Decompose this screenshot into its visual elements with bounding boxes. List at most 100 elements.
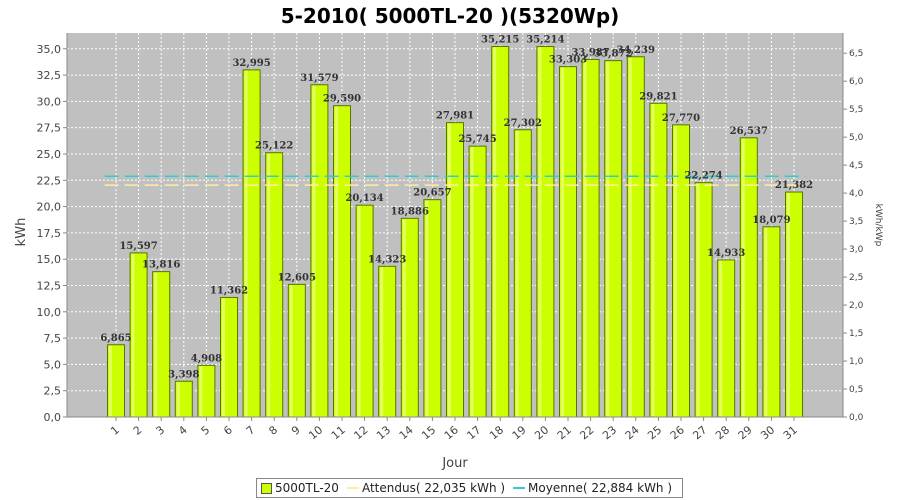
bar-highlight: [696, 183, 700, 416]
bar-highlight: [154, 272, 158, 416]
bar-highlight: [109, 345, 112, 416]
data-label-day-29: 26,537: [730, 126, 768, 137]
data-label-day-21: 33,303: [549, 55, 587, 66]
legend-label-series: 5000TL-20: [275, 481, 339, 495]
y2-tick-label: 4,0: [849, 189, 864, 199]
y2-tick-label: 2,0: [849, 301, 864, 311]
bar-highlight: [131, 253, 135, 416]
data-label-day-3: 13,816: [142, 260, 180, 271]
x-tick-label: 26: [668, 423, 687, 442]
y2-tick-label: 5,0: [849, 133, 864, 143]
y2-tick-label: 0,5: [849, 385, 863, 395]
data-label-day-15: 20,657: [413, 188, 451, 199]
y2-tick-label: 4,5: [849, 161, 863, 171]
y2-tick-label: 3,5: [849, 217, 863, 227]
y2-tick-label: 1,0: [849, 357, 864, 367]
bar-highlight: [674, 125, 677, 416]
reference-lines: [104, 175, 806, 186]
y-tick-label: 32,5: [37, 69, 62, 82]
data-label-day-23: 33,872: [594, 49, 632, 60]
x-tick-label: 9: [289, 423, 303, 437]
data-label-day-4: 3,398: [168, 369, 199, 380]
x-tick-label: 17: [464, 423, 483, 442]
y-tick-label: 0,0: [44, 411, 62, 424]
bars: [107, 46, 803, 418]
data-label-day-25: 29,821: [639, 91, 677, 102]
x-tick-label: 5: [199, 423, 213, 437]
bar-highlight: [515, 130, 519, 416]
bar-highlight: [312, 85, 316, 417]
bar-highlight: [741, 138, 745, 416]
bar-highlight: [628, 57, 632, 417]
x-tick-label: 22: [577, 423, 596, 442]
y-tick-label: 15,0: [37, 253, 62, 266]
data-label-day-14: 18,886: [391, 206, 429, 217]
bar-highlight: [651, 104, 655, 417]
x-tick-label: 1: [108, 423, 122, 437]
x-tick-label: 23: [600, 423, 619, 442]
legend-label-average: Moyenne( 22,884 kWh ): [528, 481, 673, 495]
x-tick-label: 6: [221, 423, 235, 437]
bar-highlight: [719, 260, 723, 416]
x-tick-label: 11: [329, 423, 348, 442]
x-tick-label: 4: [176, 423, 190, 437]
x-tick-label: 2: [131, 423, 145, 437]
x-tick-label: 24: [623, 423, 642, 442]
y2-tick-label: 0,0: [849, 413, 864, 423]
legend: 5000TL-20 Attendus( 22,035 kWh ) Moyenne…: [256, 478, 684, 498]
bar-highlight: [470, 147, 474, 416]
y-tick-label: 5,0: [44, 358, 62, 371]
bar-highlight: [244, 70, 248, 417]
bar-highlight: [267, 153, 271, 416]
data-label-day-27: 22,274: [684, 171, 722, 182]
y-tick-label: 25,0: [37, 148, 62, 161]
x-tick-label: 7: [244, 423, 258, 437]
data-label-day-8: 25,122: [255, 141, 293, 152]
data-label-day-1: 6,865: [100, 333, 131, 344]
y-tick-label: 35,0: [37, 43, 62, 56]
bar-highlight: [561, 67, 564, 417]
y2-axis-title: kWh/kWp: [873, 204, 883, 247]
x-tick-label: 3: [153, 423, 167, 437]
bar-highlight: [222, 298, 225, 416]
data-label-day-19: 27,302: [504, 118, 542, 129]
legend-swatch-series: [261, 482, 272, 494]
bar-highlight: [402, 219, 406, 416]
legend-swatch-average: [513, 487, 526, 489]
x-tick-label: 14: [397, 423, 416, 442]
x-tick-label: 31: [781, 423, 800, 442]
x-tick-label: 18: [487, 423, 506, 442]
y-tick-label: 7,5: [44, 332, 62, 345]
x-tick-label: 20: [532, 423, 551, 442]
y-tick-label: 22,5: [37, 174, 62, 187]
legend-swatch-expected: [346, 487, 359, 489]
y2-tick-label: 6,0: [849, 77, 864, 87]
bar-highlight: [380, 267, 384, 416]
y-axis-title: kWh: [14, 218, 29, 247]
data-label-day-22: 33,987: [571, 47, 609, 58]
data-label-day-20: 35,214: [526, 35, 564, 46]
data-label-day-2: 15,597: [119, 241, 157, 252]
data-label-day-18: 35,215: [481, 35, 519, 46]
x-tick-label: 21: [555, 423, 574, 442]
x-tick-label: 15: [419, 423, 438, 442]
bar-highlight: [425, 200, 429, 416]
y2-tick-label: 5,5: [849, 105, 863, 115]
data-label-day-11: 29,590: [323, 94, 361, 105]
bar-highlight: [583, 60, 587, 416]
data-label-day-26: 27,770: [662, 113, 700, 124]
x-axis-title: Jour: [441, 456, 468, 471]
data-label-day-5: 4,908: [191, 353, 222, 364]
bar-highlight: [606, 61, 610, 416]
y2-tick-label: 6,5: [849, 49, 863, 59]
y-tick-label: 27,5: [37, 122, 62, 135]
axes: 0,02,55,07,510,012,515,017,520,022,525,0…: [37, 33, 864, 442]
y-tick-label: 20,0: [37, 201, 62, 214]
legend-label-expected: Attendus( 22,035 kWh ): [361, 481, 506, 495]
y-tick-label: 30,0: [37, 95, 62, 108]
x-tick-label: 30: [758, 423, 777, 442]
data-label-day-10: 31,579: [300, 73, 338, 84]
y-tick-label: 12,5: [37, 279, 62, 292]
legend-item-series: 5000TL-20: [261, 481, 339, 495]
